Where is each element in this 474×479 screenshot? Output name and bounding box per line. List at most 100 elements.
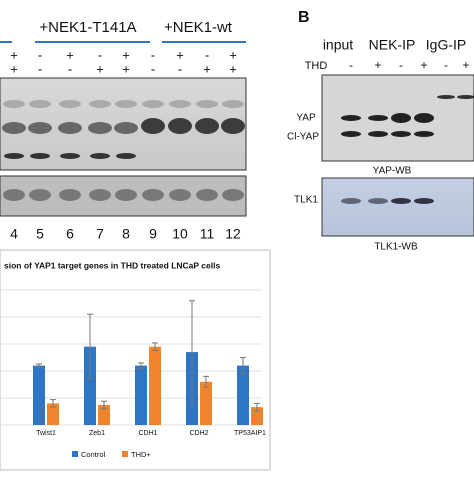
band [88, 122, 112, 134]
band [222, 100, 244, 108]
lane-number: 12 [225, 226, 241, 242]
sign: + [462, 58, 469, 72]
band [195, 118, 219, 134]
error-bar [101, 400, 107, 410]
band [437, 95, 455, 99]
error-bar [189, 300, 195, 404]
blot-a: +NEK1-T141A +NEK1-wt ++4--5+-6-+7++8--9+… [0, 19, 247, 242]
band [341, 115, 361, 121]
legend-label: Control [81, 450, 106, 459]
error-bar [138, 362, 144, 369]
band [90, 153, 110, 159]
sign: - [205, 47, 209, 62]
band-label: TLK1 [294, 195, 318, 206]
band [196, 100, 218, 108]
lane-number: 5 [36, 226, 44, 242]
band [368, 198, 388, 204]
sign: - [151, 47, 155, 62]
band [114, 122, 138, 134]
band [222, 189, 244, 201]
sign: + [374, 58, 381, 72]
band [341, 198, 361, 204]
error-bar [50, 399, 56, 408]
band [169, 100, 191, 108]
x-tick-label: CDH1 [138, 430, 157, 437]
lane-number: 11 [200, 226, 215, 242]
lane-number: 7 [96, 226, 104, 242]
band-label: YAP [296, 113, 316, 124]
chart: sion of YAP1 target genes in THD treated… [0, 249, 271, 471]
bar [47, 403, 59, 425]
band [414, 131, 434, 137]
sign: - [178, 61, 182, 76]
bar [200, 381, 212, 425]
bar [135, 365, 147, 425]
error-bar [254, 402, 260, 412]
bar [237, 365, 249, 425]
band [169, 189, 191, 201]
band [142, 100, 164, 108]
blot-label: YAP-WB [373, 166, 412, 177]
band [89, 100, 111, 108]
band [457, 95, 474, 99]
chart-frame [0, 249, 271, 471]
band [391, 113, 411, 123]
band [58, 122, 82, 134]
band [2, 122, 26, 134]
sign: + [122, 61, 130, 76]
sign: - [151, 61, 155, 76]
sign: - [98, 47, 102, 62]
band [59, 189, 81, 201]
sign: - [68, 61, 72, 76]
band [115, 189, 137, 201]
legend-swatch [72, 451, 78, 457]
error-bar [36, 363, 42, 368]
band [116, 153, 136, 159]
group-label: NEK-IP [369, 37, 416, 53]
error-bar [240, 357, 246, 375]
sign: + [66, 47, 74, 62]
chart-title: sion of YAP1 target genes in THD treated… [4, 260, 220, 270]
sign: - [38, 47, 42, 62]
sign: - [444, 58, 448, 72]
bar [98, 405, 110, 425]
band [28, 122, 52, 134]
group-label: +NEK1-wt [164, 19, 233, 36]
band [30, 153, 50, 159]
lane-number: 9 [149, 226, 157, 242]
band [341, 131, 361, 137]
x-tick-label: Zeb1 [89, 430, 105, 437]
sign: - [38, 61, 42, 76]
error-bar [203, 375, 209, 388]
band [196, 189, 218, 201]
sign: + [96, 61, 104, 76]
band [142, 189, 164, 201]
bar [33, 365, 45, 425]
error-bar [87, 313, 93, 380]
band [29, 189, 51, 201]
band [4, 153, 24, 159]
lane-number: 8 [122, 226, 130, 242]
treatment-label: THD [305, 60, 328, 72]
bar [149, 346, 161, 425]
x-tick-label: CDH2 [189, 430, 208, 437]
legend-swatch [122, 451, 128, 457]
band [391, 198, 411, 204]
blot-image [321, 177, 474, 237]
band [141, 118, 165, 134]
lane-number: 6 [66, 226, 74, 242]
lane-number: 10 [172, 226, 188, 242]
band [115, 100, 137, 108]
band [60, 153, 80, 159]
panel-b: B input NEK-IP IgG-IP THD YAP Cl-YAP YAP… [287, 9, 474, 253]
sign: + [229, 47, 237, 62]
band [3, 189, 25, 201]
legend-label: THD+ [131, 450, 151, 459]
sign: + [176, 47, 184, 62]
error-bar [152, 342, 158, 351]
sign: + [122, 47, 130, 62]
group-label: +NEK1-T141A [39, 19, 136, 36]
x-tick-label: TP53AIP1 [234, 430, 266, 437]
sign: - [399, 58, 403, 72]
